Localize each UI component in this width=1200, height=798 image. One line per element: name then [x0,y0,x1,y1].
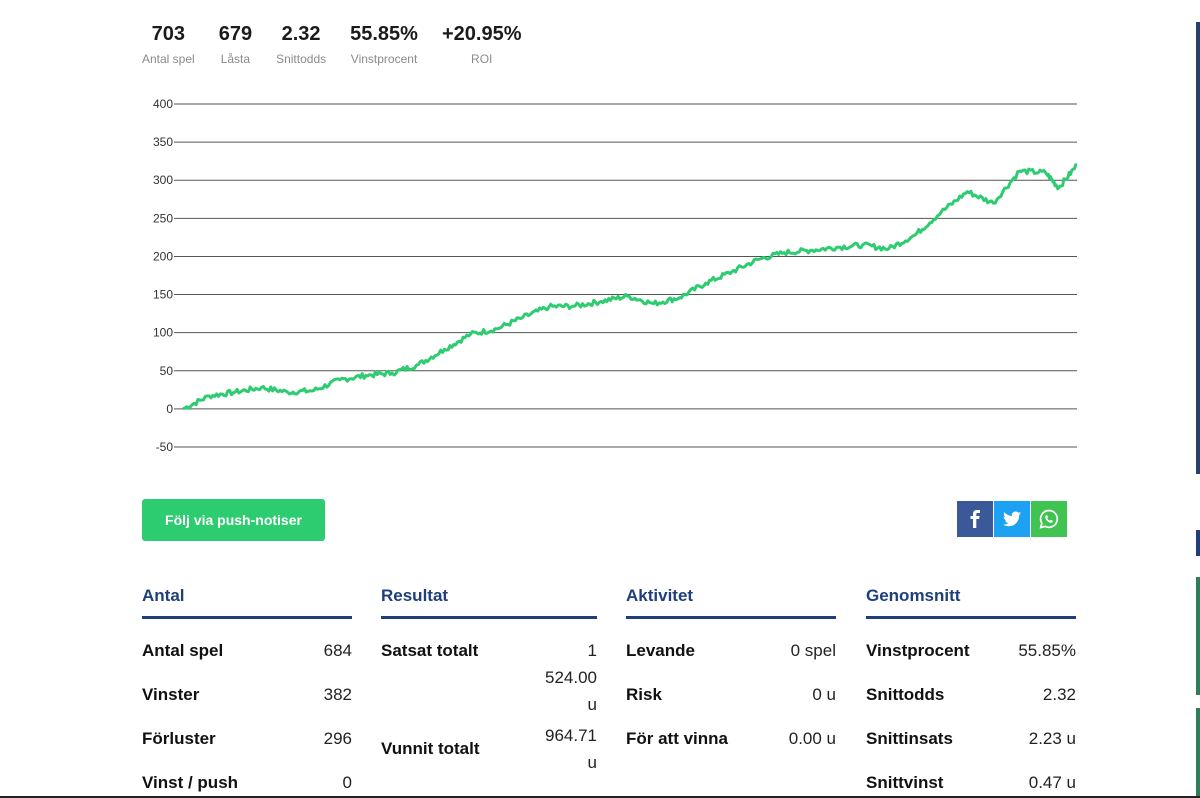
stats-column-resultat: Resultat Satsat totalt 1 524.00 u Vunnit… [381,586,597,798]
stats-row: Vinst / push 0 [142,769,352,796]
stats-label: Vinst / push [142,773,239,792]
stats-label: Vinster [142,685,200,704]
y-axis-ticks: 400 350 300 250 200 150 100 50 0 -50 [153,97,173,454]
y-tick-label: 400 [153,97,173,111]
summary-stats: 703 Antal spel 679 Låsta 2.32 Snittodds … [142,22,545,66]
stats-row: För att vinna 0.00 u [626,725,836,752]
y-tick-label: 50 [160,364,174,378]
push-notification-button[interactable]: Följ via push-notiser [142,499,325,541]
stats-value: 0.47 u [1028,773,1076,792]
profit-line [182,163,1078,411]
summary-value: 703 [151,23,186,45]
stats-row: Snittvinst 0.47 u [866,769,1076,796]
facebook-share-button[interactable] [957,501,993,537]
stats-value: 0 [342,773,352,792]
stats-column-aktivitet: Aktivitet Levande 0 spel Risk 0 u För at… [626,586,836,798]
stats-value: 55.85% [1018,641,1076,660]
stats-label: Snittodds [866,685,945,704]
summary-value: 55.85% [350,23,418,45]
chart-grid [174,103,1077,448]
profit-line-chart: 400 350 300 250 200 150 100 50 0 -50 [153,97,1078,454]
whatsapp-share-button[interactable] [1031,501,1067,537]
column-heading: Aktivitet [626,586,836,619]
summary-label: Antal spel [142,52,195,66]
stats-value: 0 spel [790,641,836,660]
summary-item-antal-spel: 703 Antal spel [142,22,195,66]
chart-series [182,163,1078,411]
stats-label: Levande [626,641,695,660]
summary-label: ROI [471,52,493,66]
y-tick-label: 100 [153,326,173,340]
stats-value-multiline: 1 524.00 u [545,641,597,714]
sidebar-edge [1196,530,1200,556]
y-tick-label: 150 [153,288,173,302]
summary-label: Vinstprocent [350,52,418,66]
summary-label: Snittodds [276,52,327,66]
summary-item-vinstprocent: 55.85% Vinstprocent [350,22,418,66]
summary-item-snittodds: 2.32 Snittodds [276,22,326,66]
twitter-share-button[interactable] [994,501,1030,537]
share-buttons [957,501,1068,537]
y-tick-label: 200 [153,249,173,263]
y-tick-label: -50 [156,440,174,454]
stats-row: Förluster 296 [142,725,352,752]
stats-label: Vinstprocent [866,641,970,660]
stats-value: 0.00 u [788,729,836,748]
stats-value: 296 [323,729,352,748]
sidebar-edge [1196,708,1200,796]
summary-value: 2.32 [281,23,321,45]
summary-value: 679 [218,23,253,45]
whatsapp-icon [1039,509,1059,529]
stats-row: Snittodds 2.32 [866,681,1076,708]
stats-label: Förluster [142,729,216,748]
stats-label: Snittvinst [866,773,944,792]
y-tick-label: 0 [166,402,173,416]
statistics-section: Antal Antal spel 684 Vinster 382 Förlust… [142,586,1076,798]
stats-label: Satsat totalt [381,641,479,660]
stats-row: Vinstprocent 55.85% [866,637,1076,664]
sidebar-edge [1196,577,1200,695]
stats-value: 382 [323,685,352,704]
y-tick-label: 250 [153,211,173,225]
facebook-icon [970,510,980,528]
summary-value: +20.95% [441,23,522,45]
stats-value-multiline: 964.71 u [545,726,597,772]
summary-item-lasta: 679 Låsta [219,22,252,66]
stats-row: Snittinsats 2.23 u [866,725,1076,752]
stats-row: Vinster 382 [142,681,352,708]
stats-label: För att vinna [626,729,729,748]
summary-item-roi: +20.95% ROI [442,22,522,66]
twitter-icon [1003,511,1021,527]
stats-row: Antal spel 684 [142,637,352,664]
stats-column-genomsnitt: Genomsnitt Vinstprocent 55.85% Snittodds… [866,586,1076,798]
stats-label: Vunnit totalt [381,739,480,758]
stats-column-antal: Antal Antal spel 684 Vinster 382 Förlust… [142,586,352,798]
stats-value: 0 u [812,685,836,704]
column-heading: Genomsnitt [866,586,1076,619]
stats-row: Satsat totalt 1 524.00 u [381,637,597,718]
bottom-divider [0,796,1200,798]
y-tick-label: 350 [153,135,173,149]
stats-row: Risk 0 u [626,681,836,708]
column-heading: Antal [142,586,352,619]
stats-value: 2.23 u [1028,729,1076,748]
stats-row: Levande 0 spel [626,637,836,664]
summary-label: Låsta [220,52,251,66]
stats-row: Vunnit totalt 964.71 u [381,722,597,776]
column-heading: Resultat [381,586,597,619]
stats-label: Antal spel [142,641,224,660]
stats-value: 684 [323,641,352,660]
y-tick-label: 300 [153,173,173,187]
stats-label: Risk [626,685,662,704]
stats-value: 2.32 [1042,685,1076,704]
sidebar-edge [1196,22,1200,474]
stats-label: Snittinsats [866,729,953,748]
